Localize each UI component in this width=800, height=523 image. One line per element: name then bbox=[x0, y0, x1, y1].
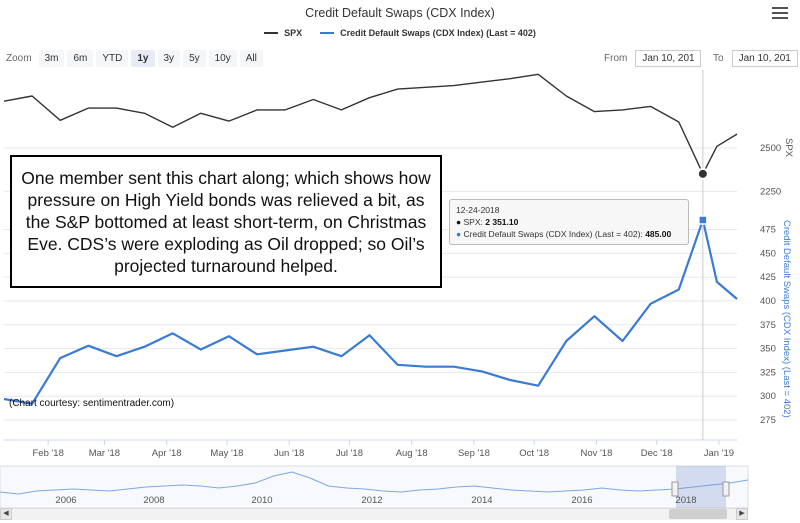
scroll-right-arrow[interactable]: ▶ bbox=[736, 508, 748, 520]
x-tick-label-0: Feb '18 bbox=[32, 448, 63, 459]
spx-tick-label-1: 2500 bbox=[760, 143, 781, 154]
navigator-year-2010: 2010 bbox=[251, 495, 272, 506]
navigator-year-2014: 2014 bbox=[471, 495, 492, 506]
zoom-button-3m[interactable]: 3m bbox=[38, 50, 65, 67]
cdx-tick-label-2: 325 bbox=[760, 367, 776, 378]
zoom-button-5y[interactable]: 5y bbox=[183, 50, 206, 67]
annotation-text: One member sent this chart along; which … bbox=[21, 168, 431, 276]
x-tick-label-3: May '18 bbox=[210, 448, 243, 459]
zoom-button-3y[interactable]: 3y bbox=[157, 50, 181, 67]
x-tick-label-8: Oct '18 bbox=[519, 448, 549, 459]
tooltip-cdx-value: 485.00 bbox=[645, 229, 672, 239]
chart-legend: SPX Credit Default Swaps (CDX Index) (La… bbox=[0, 28, 800, 38]
x-tick-label-10: Dec '18 bbox=[641, 448, 673, 459]
range-from: From bbox=[604, 50, 702, 67]
range-from-input[interactable] bbox=[635, 50, 702, 67]
scrollbar-thumb[interactable] bbox=[669, 509, 727, 519]
range-to: To bbox=[713, 50, 798, 67]
legend-swatch-cdx bbox=[320, 32, 335, 34]
zoom-button-6m[interactable]: 6m bbox=[67, 50, 94, 67]
tooltip-bullet-spx: ● bbox=[456, 217, 462, 227]
series-line-1 bbox=[3, 218, 738, 405]
scroll-left-arrow[interactable]: ◀ bbox=[0, 508, 12, 520]
x-tick-label-9: Nov '18 bbox=[580, 448, 612, 459]
legend-item-spx[interactable]: SPX bbox=[264, 28, 302, 38]
spx-axis-title: SPX bbox=[783, 138, 794, 158]
navigator-handle-right bbox=[722, 481, 730, 497]
zoom-button-10y[interactable]: 10y bbox=[208, 50, 237, 67]
x-tick-label-1: Mar '18 bbox=[89, 448, 120, 459]
menu-icon[interactable] bbox=[772, 7, 788, 21]
range-to-input[interactable] bbox=[731, 50, 798, 67]
tooltip-row-cdx: ● Credit Default Swaps (CDX Index) (Last… bbox=[456, 228, 682, 240]
cdx-tick-label-7: 450 bbox=[760, 248, 776, 259]
navigator-year-2006: 2006 bbox=[55, 495, 76, 506]
spx-tick-label-0: 2250 bbox=[760, 186, 781, 197]
zoom-button-1y[interactable]: 1y bbox=[131, 50, 155, 67]
spx-highlight-marker bbox=[696, 167, 709, 180]
series-layer bbox=[3, 73, 738, 405]
annotation-box: One member sent this chart along; which … bbox=[10, 155, 442, 288]
x-tick-label-6: Aug '18 bbox=[396, 448, 428, 459]
cdx-tick-label-3: 350 bbox=[760, 344, 776, 355]
tooltip: 12-24-2018 ● SPX: 2 351.10 ● Credit Defa… bbox=[449, 199, 689, 245]
cdx-tick-label-4: 375 bbox=[760, 320, 776, 331]
x-tick-label-4: Jun '18 bbox=[274, 448, 304, 459]
navigator: 2006 2008 2010 2012 2014 2016 2018 bbox=[0, 465, 749, 509]
chart-title: Credit Default Swaps (CDX Index) bbox=[305, 6, 495, 20]
cdx-tick-label-6: 425 bbox=[760, 272, 776, 283]
legend-label-cdx: Credit Default Swaps (CDX Index) (Last =… bbox=[340, 28, 536, 38]
x-tick-label-7: Sep '18 bbox=[458, 448, 490, 459]
series-line-0 bbox=[3, 73, 738, 175]
legend-label-spx: SPX bbox=[284, 28, 303, 38]
tooltip-spx-label: SPX: bbox=[463, 217, 483, 227]
navigator-selection bbox=[676, 466, 726, 508]
navigator-background bbox=[0, 465, 749, 509]
x-tick-label-11: Jan '19 bbox=[704, 448, 734, 459]
cdx-tick-label-8: 475 bbox=[760, 225, 776, 236]
tooltip-date: 12-24-2018 bbox=[456, 205, 500, 215]
zoom-button-ytd[interactable]: YTD bbox=[96, 50, 129, 67]
cdx-highlight-marker bbox=[698, 215, 708, 225]
cdx-tick-label-0: 275 bbox=[760, 415, 776, 426]
zoom-button-all[interactable]: All bbox=[239, 50, 263, 67]
navigator-handle-left bbox=[671, 481, 679, 497]
navigator-year-2008: 2008 bbox=[143, 495, 164, 506]
navigator-year-2018: 2018 bbox=[675, 495, 696, 506]
navigator-series bbox=[0, 471, 749, 495]
x-axis: Feb '18 Mar '18 Apr '18 May '18 Jun '18 Jul '… bbox=[4, 439, 737, 459]
legend-swatch-spx bbox=[264, 32, 279, 34]
navigator-year-2012: 2012 bbox=[361, 495, 382, 506]
legend-item-cdx[interactable]: Credit Default Swaps (CDX Index) (Last =… bbox=[320, 28, 536, 38]
range-to-label: To bbox=[713, 53, 724, 64]
tooltip-bullet-cdx: ● bbox=[456, 229, 462, 239]
cdx-tick-label-1: 300 bbox=[760, 391, 776, 402]
crosshair-layer bbox=[696, 70, 709, 440]
navigator-year-2016: 2016 bbox=[571, 495, 592, 506]
zoom-bar: Zoom 3m 6m YTD 1y 3y 5y 10y All bbox=[6, 50, 263, 67]
x-tick-label-5: Jul '18 bbox=[336, 448, 363, 459]
tooltip-cdx-label: Credit Default Swaps (CDX Index) (Last =… bbox=[463, 229, 643, 239]
range-from-label: From bbox=[604, 53, 628, 64]
x-tick-label-2: Apr '18 bbox=[152, 448, 182, 459]
cdx-tick-label-5: 400 bbox=[760, 296, 776, 307]
cdx-axis-title: Credit Default Swaps (CDX Index) (Last =… bbox=[781, 220, 792, 418]
cdx-axis: 275 300 325 350 375 400 425 450 475 Credit Defaul… bbox=[760, 220, 792, 426]
spx-axis: 2250 2500 SPX bbox=[760, 138, 794, 197]
tooltip-row-spx: ● SPX: 2 351.10 bbox=[456, 216, 682, 228]
tooltip-spx-value: 2 351.10 bbox=[485, 217, 519, 227]
zoom-label: Zoom bbox=[6, 53, 32, 64]
chart-courtesy: (Chart courtesy: sentimentrader.com) bbox=[9, 398, 175, 409]
navigator-scrollbar[interactable] bbox=[0, 508, 748, 520]
